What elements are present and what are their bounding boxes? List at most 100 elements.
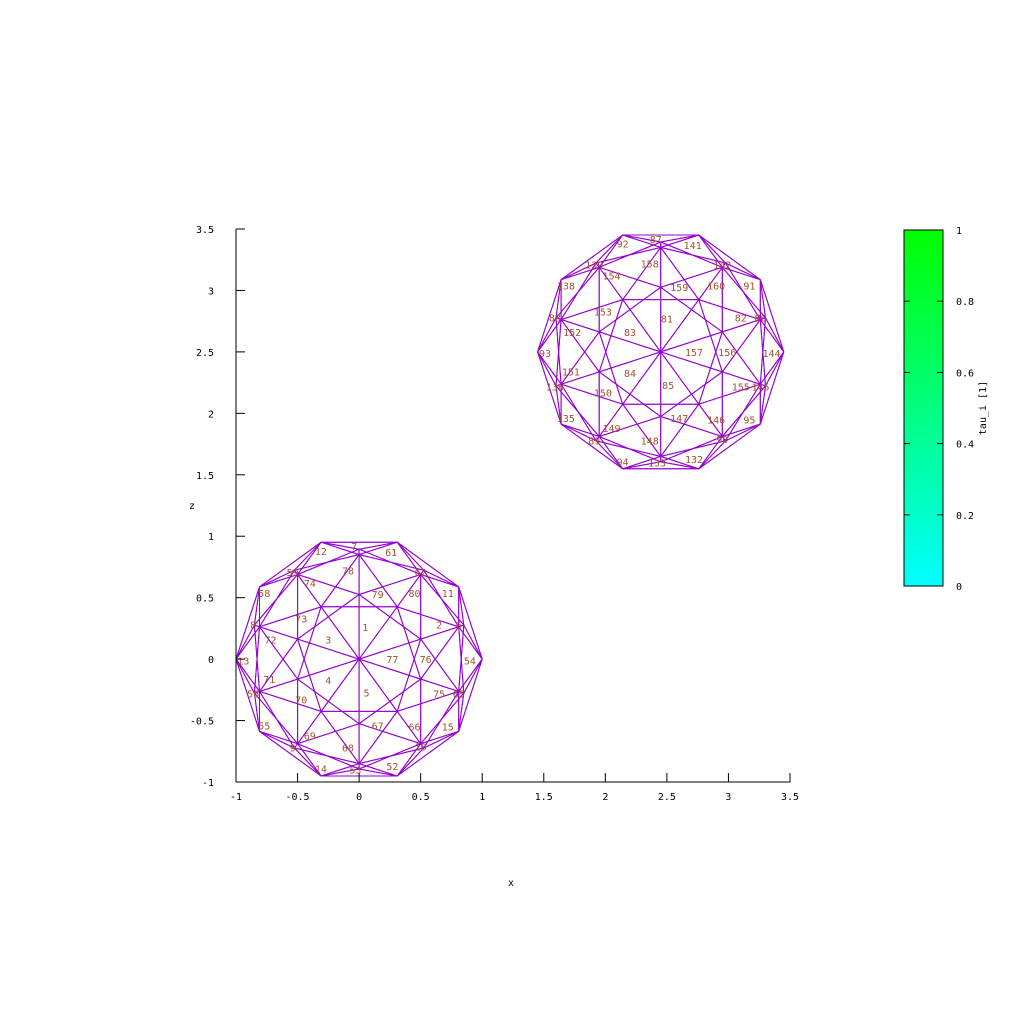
triangle-label: 142 bbox=[713, 261, 731, 272]
x-tick-label: 0.5 bbox=[412, 792, 430, 803]
triangle-label: 150 bbox=[594, 388, 612, 399]
mesh-edge bbox=[698, 234, 761, 281]
triangle-label: 154 bbox=[602, 272, 620, 283]
triangle-label: 75 bbox=[433, 690, 445, 701]
sphere-2: 81 82 83 84 85 86 87 88 89 90 91 92 93 94 95 132 133 135 1… bbox=[537, 234, 785, 470]
triangle-label: 135 bbox=[557, 414, 575, 425]
triangle-label: 7 bbox=[351, 542, 357, 553]
triangle-label: 151 bbox=[562, 368, 580, 379]
y-tick-label: 2 bbox=[208, 409, 214, 420]
colorbar-tick-label: 0.2 bbox=[956, 511, 974, 522]
triangle-label: 14 bbox=[315, 765, 327, 776]
triangle-label: 138 bbox=[557, 282, 575, 293]
triangle-label: 85 bbox=[662, 381, 674, 392]
mesh-edge bbox=[659, 370, 723, 438]
triangle-label: 160 bbox=[707, 282, 725, 293]
y-tick-label: 3 bbox=[208, 286, 214, 297]
colorbar-tick-label: 1 bbox=[956, 226, 962, 237]
y-tick-label: 0 bbox=[208, 655, 214, 666]
colorbar-tick-label: 0 bbox=[956, 582, 962, 593]
triangle-label: 56 bbox=[247, 690, 259, 701]
x-tick-label: 1 bbox=[479, 792, 485, 803]
x-tick-label: 3 bbox=[725, 792, 731, 803]
x-tick-label: 3.5 bbox=[781, 792, 799, 803]
triangle-label: 4 bbox=[325, 676, 331, 687]
colorbar-tick-label: 0.6 bbox=[956, 368, 974, 379]
x-tick-label: 2.5 bbox=[658, 792, 676, 803]
triangle-label: 65 bbox=[453, 690, 465, 701]
triangle-label: 58 bbox=[258, 589, 270, 600]
x-axis-label: x bbox=[508, 878, 514, 889]
mesh-edge bbox=[358, 678, 422, 745]
triangle-label: 9 bbox=[290, 744, 296, 755]
mesh-edge bbox=[396, 541, 459, 588]
triangle-label: 89 bbox=[588, 436, 600, 447]
mesh-edge bbox=[598, 266, 662, 333]
mesh-edge bbox=[659, 266, 723, 333]
triangle-label: 53 bbox=[349, 766, 361, 777]
triangle-label: 90 bbox=[716, 435, 728, 446]
mesh-edge bbox=[622, 234, 699, 248]
triangle-label: 149 bbox=[602, 424, 620, 435]
mesh-edge bbox=[358, 573, 422, 641]
triangle-label: 59 bbox=[287, 568, 299, 579]
triangle-label: 61 bbox=[385, 548, 397, 559]
triangle-label: 12 bbox=[315, 547, 327, 558]
triangle-label: 92 bbox=[617, 240, 629, 251]
triangle-label: 74 bbox=[304, 579, 316, 590]
triangle-label: 72 bbox=[264, 635, 276, 646]
triangle-label: 159 bbox=[670, 283, 688, 294]
mesh-edge bbox=[235, 586, 260, 660]
triangle-label: 84 bbox=[624, 369, 636, 380]
mesh-edge bbox=[259, 730, 322, 777]
triangle-label: 71 bbox=[263, 675, 275, 686]
x-tick-label: 2 bbox=[602, 792, 608, 803]
triangle-label: 79 bbox=[372, 590, 384, 601]
y-tick-label: -0.5 bbox=[190, 717, 214, 728]
mesh-edge bbox=[458, 658, 483, 732]
triangle-label: 80 bbox=[408, 589, 420, 600]
triangle-label: 93 bbox=[539, 349, 551, 360]
triangle-label: 155 bbox=[732, 382, 750, 393]
x-tick-label: -0.5 bbox=[286, 792, 310, 803]
triangle-label: 153 bbox=[594, 307, 612, 318]
triangle-label: 147 bbox=[670, 414, 688, 425]
mesh-edge bbox=[259, 541, 322, 588]
x-tick-label: 1.5 bbox=[535, 792, 553, 803]
mesh-edge bbox=[396, 606, 460, 681]
mesh-edge bbox=[560, 423, 624, 470]
triangle-label: 82 bbox=[735, 314, 747, 325]
triangle-label: 67 bbox=[372, 722, 384, 733]
mesh-edge bbox=[458, 586, 483, 660]
triangle-label: 144 bbox=[762, 349, 780, 360]
triangle-label: 68 bbox=[342, 744, 354, 755]
triangle-label: 10 bbox=[415, 742, 427, 753]
x-tick-label: 0 bbox=[356, 792, 362, 803]
triangle-label: 157 bbox=[685, 348, 703, 359]
triangle-label: 6 bbox=[456, 621, 462, 632]
triangle-label: 11 bbox=[442, 589, 454, 600]
x-tick-label: -1 bbox=[230, 792, 242, 803]
triangle-label: 152 bbox=[563, 328, 581, 339]
y-tick-label: 1.5 bbox=[196, 471, 214, 482]
mesh-edge bbox=[396, 730, 459, 777]
mesh-edge bbox=[320, 541, 398, 556]
triangle-label: 77 bbox=[386, 655, 398, 666]
triangle-label: 78 bbox=[342, 567, 354, 578]
triangle-label: 158 bbox=[641, 259, 659, 270]
colorbar-gradient bbox=[903, 229, 944, 587]
triangle-label: 3 bbox=[325, 635, 331, 646]
triangle-label: 133 bbox=[648, 459, 666, 470]
y-tick-label: 0.5 bbox=[196, 594, 214, 605]
y-axis-label: z bbox=[189, 501, 195, 512]
mesh-edge bbox=[622, 455, 699, 470]
colorbar: 0 0.2 0.4 0.6 0.8 1 tau_i [1] bbox=[903, 226, 989, 593]
triangle-label: 81 bbox=[661, 315, 673, 326]
triangle-label: 94 bbox=[617, 457, 629, 468]
triangle-label: 136 bbox=[546, 382, 564, 393]
triangle-label: 13 bbox=[237, 656, 249, 667]
triangle-label: 88 bbox=[549, 314, 561, 325]
triangle-label: 87 bbox=[650, 235, 662, 246]
